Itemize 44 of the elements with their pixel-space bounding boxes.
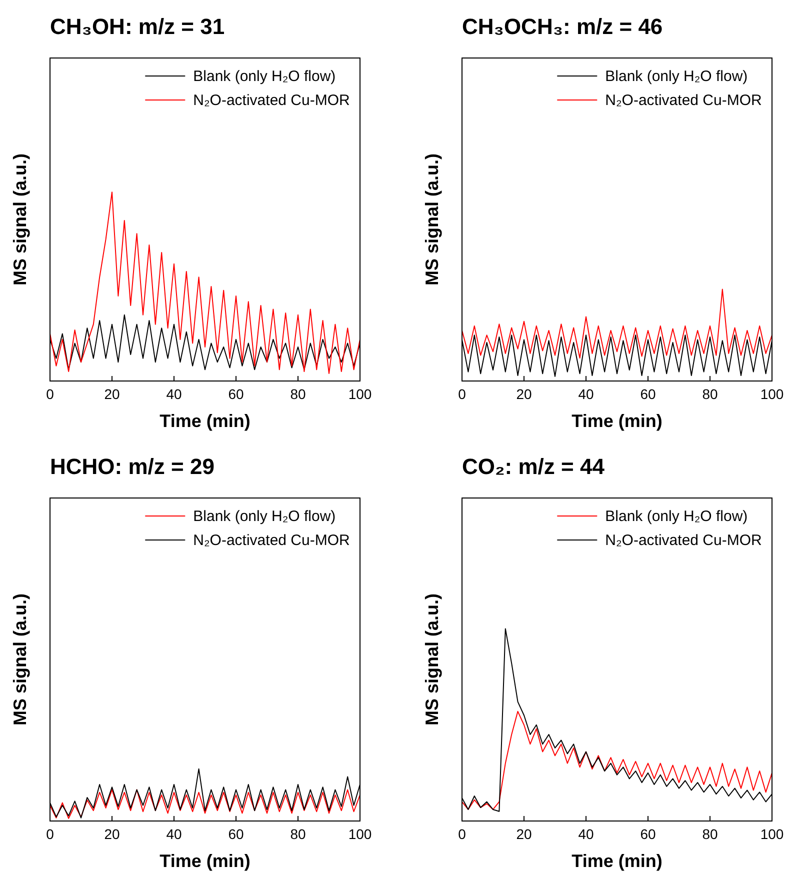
x-tick-label: 40 <box>578 386 594 402</box>
x-tick-label: 60 <box>640 386 656 402</box>
x-tick-label: 100 <box>348 386 372 402</box>
legend-label: Blank (only H₂O flow) <box>193 508 336 525</box>
y-axis-title: MS signal (a.u.) <box>422 153 442 286</box>
x-tick-label: 20 <box>516 386 532 402</box>
x-tick-label: 0 <box>46 826 54 842</box>
x-tick-label: 80 <box>290 826 306 842</box>
x-tick-label: 40 <box>166 386 182 402</box>
x-tick-label: 40 <box>166 826 182 842</box>
x-tick-label: 20 <box>516 826 532 842</box>
legend-label: N₂O-activated Cu-MOR <box>193 92 350 109</box>
x-tick-label: 20 <box>104 826 120 842</box>
x-axis-title: Time (min) <box>572 851 662 871</box>
legend-label: N₂O-activated Cu-MOR <box>605 532 762 549</box>
x-tick-label: 100 <box>760 386 784 402</box>
x-axis-title: Time (min) <box>160 851 250 871</box>
legend-label: Blank (only H₂O flow) <box>605 508 748 525</box>
x-tick-label: 20 <box>104 386 120 402</box>
x-tick-label: 60 <box>228 386 244 402</box>
x-tick-label: 60 <box>228 826 244 842</box>
x-tick-label: 100 <box>760 826 784 842</box>
legend-label: N₂O-activated Cu-MOR <box>193 532 350 549</box>
legend-label: N₂O-activated Cu-MOR <box>605 92 762 109</box>
chart-title: CH₃OH: m/z = 31 <box>50 14 225 39</box>
x-tick-label: 0 <box>458 826 466 842</box>
y-axis-title: MS signal (a.u.) <box>422 593 442 726</box>
y-axis-title: MS signal (a.u.) <box>10 153 30 286</box>
x-tick-label: 0 <box>46 386 54 402</box>
x-tick-label: 0 <box>458 386 466 402</box>
x-tick-label: 80 <box>290 386 306 402</box>
x-tick-label: 40 <box>578 826 594 842</box>
x-tick-label: 100 <box>348 826 372 842</box>
legend-label: Blank (only H₂O flow) <box>605 68 748 85</box>
y-axis-title: MS signal (a.u.) <box>10 593 30 726</box>
legend-label: Blank (only H₂O flow) <box>193 68 336 85</box>
chart-title: HCHO: m/z = 29 <box>50 454 214 479</box>
chart-title: CH₃OCH₃: m/z = 46 <box>462 14 663 39</box>
x-axis-title: Time (min) <box>572 411 662 431</box>
x-tick-label: 80 <box>702 386 718 402</box>
x-tick-label: 60 <box>640 826 656 842</box>
x-axis-title: Time (min) <box>160 411 250 431</box>
x-tick-label: 80 <box>702 826 718 842</box>
chart-title: CO₂: m/z = 44 <box>462 454 606 479</box>
